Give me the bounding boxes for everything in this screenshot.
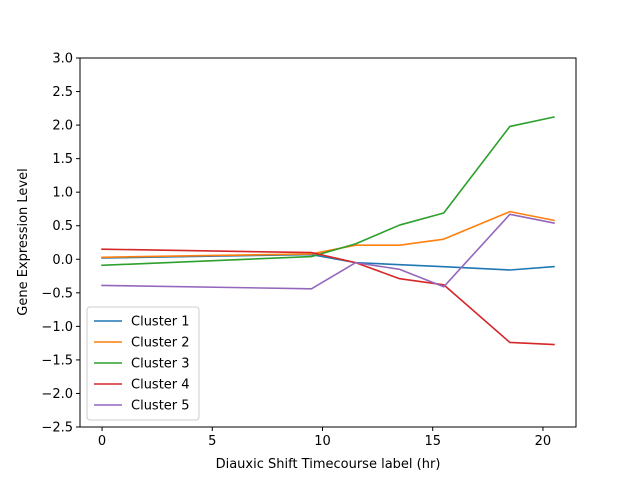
y-tick-label: 2.0 [52,119,73,134]
y-tick-label: −1.0 [41,320,73,335]
y-axis-label: Gene Expression Level [16,168,31,315]
x-tick-label: 20 [535,434,552,449]
legend-entry-label: Cluster 1 [131,315,190,330]
legend: Cluster 1 Cluster 2 Cluster 3 Cluster 4 Clus… [86,306,200,421]
x-tick-label: 15 [424,434,441,449]
legend-entry-label: Cluster 3 [131,357,190,372]
y-tick-label: 0.0 [52,253,73,268]
x-tick-label: 0 [98,434,106,449]
x-axis-label: Diauxic Shift Timecourse label (hr) [216,457,441,472]
legend-entry-label: Cluster 5 [131,399,190,414]
y-tick-label: 3.0 [52,52,73,67]
y-tick-label: −1.5 [41,353,73,368]
y-tick-label: 1.5 [52,152,73,167]
y-tick-label: 2.5 [52,85,73,100]
y-tick-label: −0.5 [41,286,73,301]
plot-frame [79,57,577,428]
series-line-cluster-4 [101,248,555,346]
y-tick-label: 0.5 [52,219,73,234]
x-tick-label: 10 [314,434,331,449]
series-line-cluster-5 [101,213,555,290]
series-line-cluster-3 [101,116,555,267]
x-axis-ticks: 0 5 10 15 20 [98,427,551,449]
x-tick-label: 5 [208,434,216,449]
y-tick-label: 1.0 [52,186,73,201]
legend-entry-label: Cluster 2 [131,336,190,351]
y-tick-label: −2.5 [41,421,73,436]
legend-box [86,306,200,421]
y-axis-ticks: −2.5 −2.0 −1.5 −1.0 −0.5 0.0 0.5 1.0 1.5 2.0 2.5 3.… [41,52,80,436]
series-layer [101,116,555,346]
legend-entry-label: Cluster 4 [131,378,190,393]
series-line-cluster-2 [101,210,555,259]
y-tick-label: −2.0 [41,387,73,402]
